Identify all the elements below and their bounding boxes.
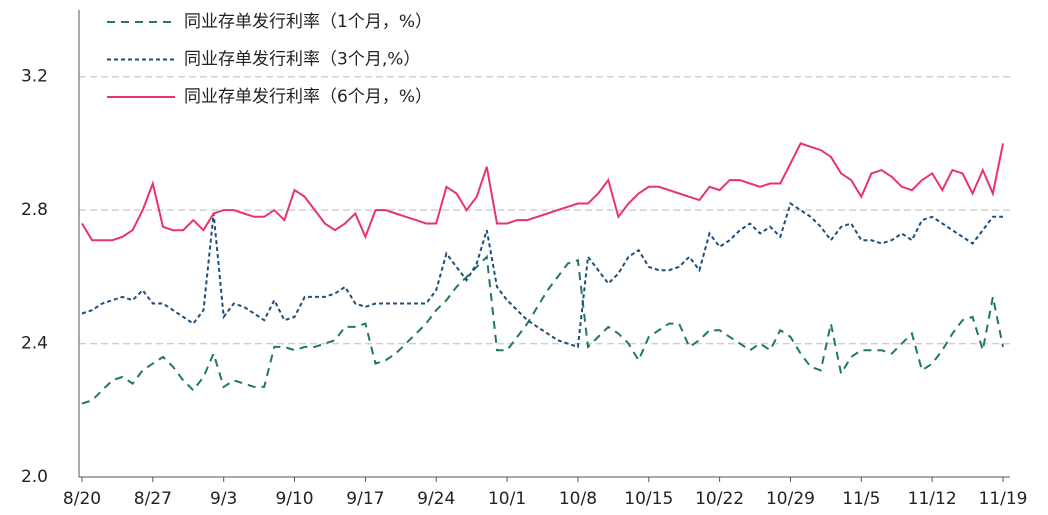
series-line	[81, 142, 1004, 242]
series-line	[81, 201, 1003, 349]
x-tick-label: 9/10	[275, 489, 313, 509]
x-tick-label: 11/5	[842, 489, 880, 509]
x-tick-label: 11/19	[979, 489, 1028, 509]
y-tick-label: 2.8	[21, 200, 48, 220]
legend-label: 同业存单发行利率（1个月，%）	[184, 12, 432, 32]
x-tick-label: 10/15	[624, 489, 673, 509]
series-line	[81, 254, 1004, 405]
y-tick-label: 2.4	[21, 334, 48, 354]
x-tick-label: 8/27	[134, 489, 172, 509]
x-tick-label: 8/20	[63, 489, 101, 509]
legend-label: 同业存单发行利率（3个月,%）	[184, 50, 420, 70]
x-tick-label: 9/24	[417, 489, 455, 509]
x-tick-label: 9/17	[346, 489, 384, 509]
y-tick-label: 2.0	[21, 467, 48, 487]
x-tick-label: 10/29	[766, 489, 815, 509]
x-tick-label: 10/8	[559, 489, 597, 509]
x-tick-label: 9/3	[210, 489, 237, 509]
x-tick-label: 10/22	[695, 489, 744, 509]
legend-label: 同业存单发行利率（6个月，%）	[184, 87, 432, 107]
x-tick-label: 10/1	[488, 489, 526, 509]
x-tick-label: 11/12	[908, 489, 957, 509]
y-tick-label: 3.2	[21, 67, 48, 87]
